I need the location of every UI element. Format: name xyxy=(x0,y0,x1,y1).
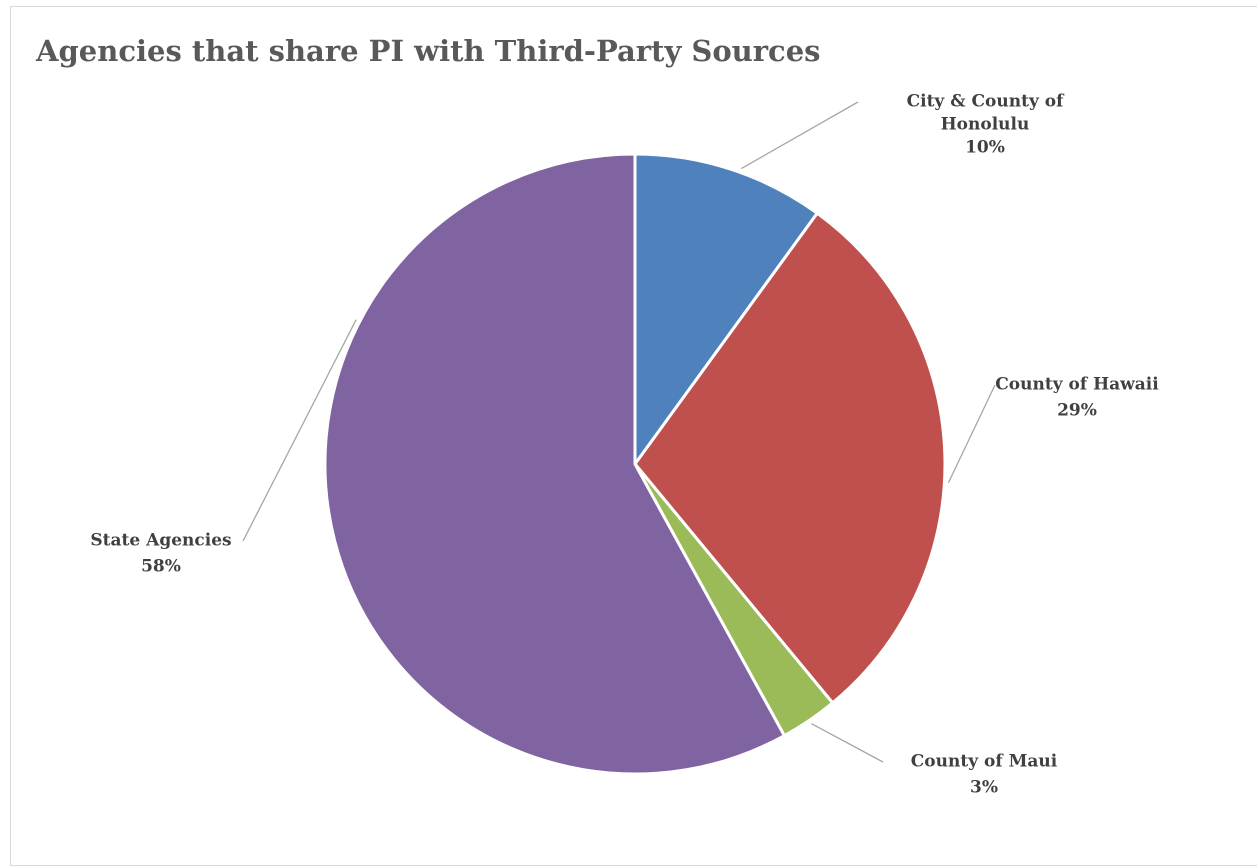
data-label-value-city-county-of-honolulu: 10% xyxy=(965,138,1005,158)
data-label-name-county-of-maui: County of Maui xyxy=(911,752,1058,772)
pie-slice-state-agencies xyxy=(323,152,786,776)
data-label-value-county-of-maui: 3% xyxy=(970,778,998,798)
leader-line-county-of-maui xyxy=(811,723,884,763)
leader-line-state-agencies xyxy=(242,319,357,542)
data-label-name-city-county-of-honolulu: City & County of xyxy=(907,92,1065,112)
pie-slice-city-county-of-honolulu xyxy=(633,152,819,466)
leader-line-county-of-hawaii xyxy=(947,384,996,484)
pie-slice-county-of-hawaii xyxy=(633,211,947,705)
data-label-value-county-of-hawaii: 29% xyxy=(1057,401,1097,421)
leader-line-city-county-of-honolulu xyxy=(741,101,859,170)
data-label-name-county-of-hawaii: County of Hawaii xyxy=(995,375,1159,395)
data-label-value-state-agencies: 58% xyxy=(141,557,181,577)
data-label-name-state-agencies: State Agencies xyxy=(90,531,231,551)
data-label-name-city-county-of-honolulu: Honolulu xyxy=(941,115,1030,135)
chart-title: Agencies that share PI with Third-Party … xyxy=(36,34,821,68)
